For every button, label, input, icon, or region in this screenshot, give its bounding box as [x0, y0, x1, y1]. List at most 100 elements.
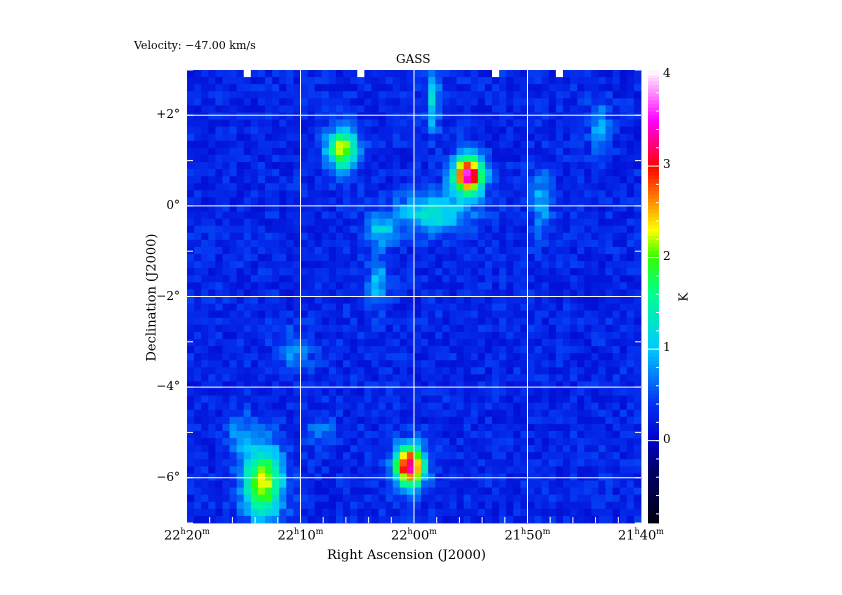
heatmap-cell: [293, 487, 301, 496]
heatmap-cell: [364, 91, 372, 99]
colorbar-cell: [648, 443, 659, 448]
heatmap-cell: [201, 445, 209, 453]
heatmap-cell: [300, 176, 308, 184]
heatmap-cell: [343, 261, 351, 269]
heatmap-cell: [484, 204, 493, 212]
heatmap-cell: [385, 494, 394, 503]
heatmap-cell: [194, 162, 202, 170]
heatmap-cell: [392, 430, 401, 439]
colorbar-cell: [648, 70, 659, 75]
heatmap-cell: [364, 452, 372, 460]
heatmap-cell: [371, 91, 379, 99]
heatmap-cell: [605, 438, 614, 446]
heatmap-cell: [477, 423, 486, 432]
heatmap-cell: [364, 317, 372, 326]
heatmap-cell: [343, 91, 351, 99]
heatmap-cell: [385, 360, 394, 368]
heatmap-cell: [449, 402, 457, 411]
heatmap-cell: [321, 360, 330, 368]
heatmap-cell: [541, 466, 550, 474]
heatmap-cell: [470, 338, 479, 347]
heatmap-cell: [307, 459, 316, 467]
heatmap-cell: [300, 218, 308, 227]
heatmap-cell: [314, 112, 323, 120]
heatmap-cell: [335, 409, 344, 418]
heatmap-cell: [187, 508, 195, 517]
heatmap-cell: [605, 473, 614, 481]
heatmap-cell: [477, 388, 486, 396]
heatmap-cell: [236, 480, 245, 489]
heatmap-cell: [243, 246, 252, 255]
heatmap-cell: [527, 261, 535, 269]
heatmap-cell: [598, 353, 606, 361]
heatmap-cell: [562, 98, 571, 106]
heatmap-cell: [257, 246, 266, 255]
heatmap-cell: [527, 452, 535, 460]
heatmap-cell: [470, 487, 479, 496]
heatmap-cell: [243, 77, 252, 85]
heatmap-cell: [470, 317, 479, 326]
heatmap-cell: [612, 501, 621, 510]
heatmap-cell: [201, 473, 209, 481]
heatmap-cell: [187, 268, 195, 276]
heatmap-cell: [548, 423, 557, 432]
heatmap-cell: [392, 140, 401, 149]
heatmap-cell: [633, 430, 642, 439]
heatmap-cell: [506, 162, 514, 170]
heatmap-cell: [314, 487, 323, 496]
heatmap-cell: [328, 416, 337, 425]
heatmap-cell: [187, 338, 195, 347]
heatmap-cell: [506, 70, 514, 78]
heatmap-cell: [499, 459, 507, 467]
heatmap-cell: [626, 147, 635, 156]
heatmap-cell: [314, 494, 323, 503]
heatmap-cell: [406, 282, 415, 290]
heatmap-cell: [449, 367, 457, 375]
heatmap-cell: [548, 480, 557, 489]
heatmap-cell: [343, 154, 351, 163]
heatmap-cell: [499, 409, 507, 418]
heatmap-cell: [435, 423, 443, 432]
heatmap-cell: [605, 105, 614, 113]
heatmap-cell: [484, 317, 493, 326]
heatmap-cell: [484, 112, 493, 120]
heatmap-cell: [598, 183, 606, 191]
heatmap-cell: [378, 459, 387, 467]
heatmap-cell: [633, 169, 642, 177]
heatmap-cell: [392, 183, 401, 191]
heatmap-cell: [371, 154, 379, 163]
heatmap-cell: [215, 324, 223, 333]
heatmap-cell: [619, 303, 628, 312]
heatmap-cell: [534, 275, 543, 283]
heatmap-cell: [236, 331, 245, 340]
heatmap-cell: [506, 473, 514, 481]
heatmap-cell: [194, 98, 202, 106]
heatmap-cell: [406, 176, 415, 184]
heatmap-cell: [357, 360, 365, 368]
heatmap-cell: [272, 331, 280, 340]
heatmap-cell: [463, 338, 472, 347]
heatmap-cell: [406, 331, 415, 340]
heatmap-cell: [371, 310, 379, 319]
heatmap-cell: [364, 374, 372, 382]
heatmap-cell: [633, 204, 642, 212]
heatmap-cell: [456, 324, 465, 333]
heatmap-cell: [194, 494, 202, 503]
heatmap-cell: [499, 119, 507, 128]
heatmap-cell: [307, 176, 316, 184]
heatmap-cell: [194, 367, 202, 375]
heatmap-cell: [435, 430, 443, 439]
heatmap-cell: [243, 466, 252, 474]
heatmap-cell: [364, 395, 372, 404]
heatmap-cell: [414, 84, 422, 92]
heatmap-cell: [392, 91, 401, 99]
heatmap-cell: [555, 331, 564, 340]
heatmap-cell: [286, 162, 294, 170]
heatmap-cell: [470, 261, 479, 269]
heatmap-cell: [335, 282, 344, 290]
heatmap-cell: [548, 98, 557, 106]
heatmap-cell: [513, 388, 521, 396]
heatmap-cell: [520, 289, 528, 297]
heatmap-cell: [555, 98, 564, 106]
heatmap-cell: [307, 282, 316, 290]
